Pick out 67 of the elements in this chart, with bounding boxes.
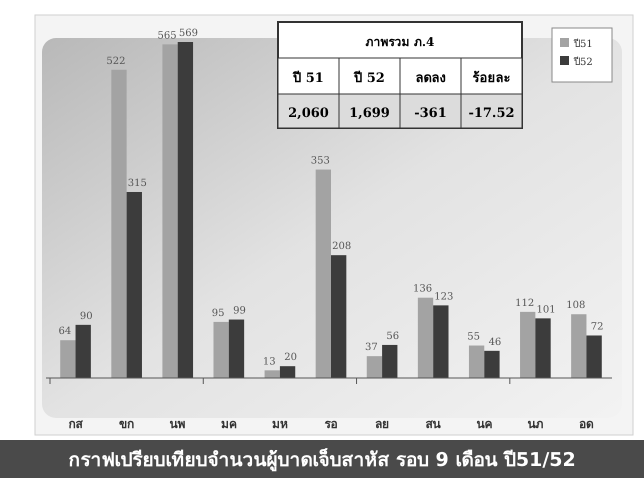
annotation: ร้อยละ xyxy=(472,70,510,86)
data-label: 13 xyxy=(262,356,276,368)
data-label: 522 xyxy=(106,56,126,67)
bar xyxy=(433,305,449,378)
data-label: 20 xyxy=(284,352,297,364)
data-label: 90 xyxy=(80,310,93,322)
annotation: -361 xyxy=(414,106,447,121)
data-label: 569 xyxy=(178,28,198,39)
data-label: 64 xyxy=(58,326,72,338)
bar xyxy=(264,370,280,378)
data-label: 565 xyxy=(158,30,177,42)
bar xyxy=(331,255,346,378)
x-tick-label: มห xyxy=(272,417,288,431)
bar xyxy=(366,356,382,378)
x-tick-label: อด xyxy=(578,417,594,431)
x-tick-label: นภ xyxy=(527,417,544,431)
data-label: 123 xyxy=(434,291,454,302)
bar xyxy=(228,320,244,378)
data-label: 46 xyxy=(488,336,502,348)
bar xyxy=(571,314,586,378)
bar xyxy=(60,340,76,378)
annotation: ปี 51 xyxy=(292,70,324,86)
bar xyxy=(178,42,194,378)
bar xyxy=(535,318,551,378)
data-label: 37 xyxy=(365,342,378,354)
x-tick-label: ขก xyxy=(119,417,134,431)
annotation: ปี 52 xyxy=(353,70,385,86)
bar xyxy=(213,322,229,378)
bar xyxy=(76,324,91,378)
x-tick-label: ลย xyxy=(375,417,390,431)
bar xyxy=(520,312,536,378)
x-tick-label: รอ xyxy=(324,417,338,431)
bar xyxy=(280,366,296,378)
text: กราฟเปรียบเทียบจำนวนผู้บาดเจ็บสาหัส รอบ 9 เดือน ปี51/52 xyxy=(68,447,576,472)
annotation: ภาพรวม ภ.4 xyxy=(366,35,434,49)
data-label: 208 xyxy=(332,241,352,252)
x-tick-label: นค xyxy=(476,417,492,431)
x-tick-label: มค xyxy=(220,417,237,431)
bar xyxy=(586,335,602,378)
bar xyxy=(418,298,434,378)
data-label: 108 xyxy=(566,300,586,312)
legend-label: ปี52 xyxy=(573,56,593,68)
legend-label: ปี51 xyxy=(573,38,593,50)
data-label: 101 xyxy=(536,304,556,316)
annotation: 2,060 xyxy=(288,106,329,121)
data-label: 315 xyxy=(128,178,147,189)
data-label: 95 xyxy=(212,308,225,319)
data-label: 55 xyxy=(467,332,480,343)
data-label: 112 xyxy=(515,298,534,309)
x-tick-label: นพ xyxy=(170,417,186,431)
bar xyxy=(162,44,178,378)
data-label: 136 xyxy=(412,284,432,295)
x-tick-label: สน xyxy=(426,417,442,431)
bar xyxy=(468,346,484,378)
x-tick-label: กส xyxy=(68,417,84,431)
bar xyxy=(382,344,398,378)
annotation: 1,699 xyxy=(349,106,390,121)
bar xyxy=(111,70,127,378)
bar xyxy=(126,192,142,378)
annotation: ลดลง xyxy=(416,71,446,86)
data-label: 99 xyxy=(233,306,246,317)
bar xyxy=(484,350,500,378)
bar xyxy=(316,170,331,378)
data-label: 56 xyxy=(386,330,400,342)
data-label: 72 xyxy=(590,321,604,332)
annotation: -17.52 xyxy=(468,106,515,121)
data-label: 353 xyxy=(310,156,330,167)
